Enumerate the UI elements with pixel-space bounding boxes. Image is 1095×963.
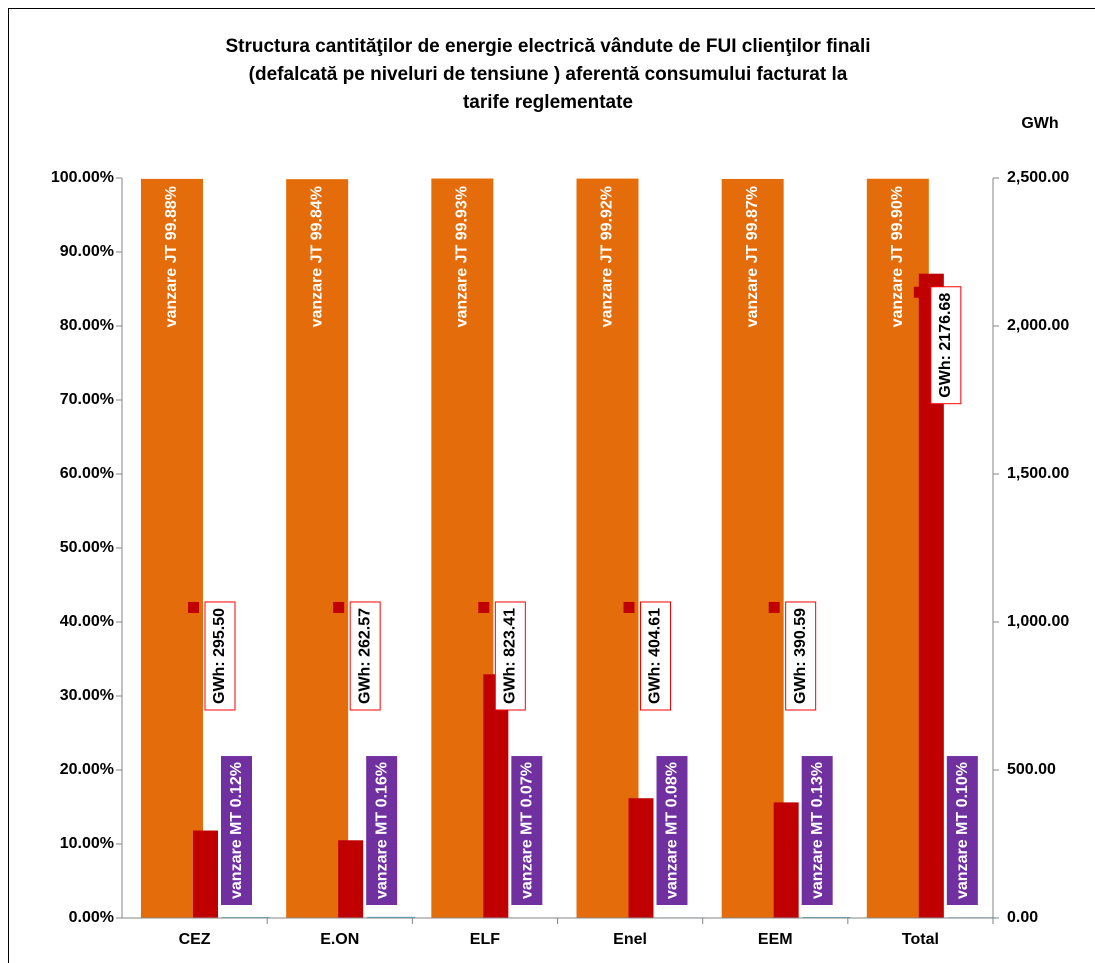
x-tick-label: CEZ <box>179 931 211 948</box>
bar <box>483 674 509 918</box>
bar <box>773 802 799 918</box>
y-tick-label: 40.00% <box>60 613 114 630</box>
data-label: vanzare MT 0.13% <box>809 762 826 899</box>
data-label: vanzare JT 99.88% <box>163 186 180 327</box>
data-label: vanzare MT 0.12% <box>228 762 245 899</box>
label-key <box>768 601 780 613</box>
y-tick-label: 80.00% <box>60 317 114 334</box>
y-tick-label: 60.00% <box>60 465 114 482</box>
data-label: vanzare MT 0.08% <box>664 762 681 899</box>
data-label-box <box>511 756 543 905</box>
x-tick-label: Enel <box>613 931 647 948</box>
data-label-box <box>801 756 833 905</box>
bar <box>367 916 416 918</box>
data-label: vanzare JT 99.87% <box>744 186 761 327</box>
data-label-box <box>366 756 398 905</box>
data-label-box <box>640 601 671 711</box>
data-label-box <box>221 756 252 905</box>
label-key <box>478 601 490 613</box>
data-label: GWh: 262.57 <box>356 608 373 704</box>
x-tick-label: Total <box>902 931 939 948</box>
y2-tick-label: 0.00 <box>1007 909 1038 926</box>
data-label-box <box>204 601 236 711</box>
data-label: GWh: 404.61 <box>647 608 664 704</box>
chart-title: Structura cantităţilor de energie electr… <box>225 36 870 113</box>
data-label: GWh: 823.41 <box>502 608 519 704</box>
data-label-box <box>946 756 978 905</box>
y2-tick-label: 1,500.00 <box>1007 465 1069 482</box>
y2-tick-label: 500.00 <box>1007 761 1056 778</box>
data-label-box <box>656 756 688 905</box>
y-tick-label: 0.00% <box>69 909 114 926</box>
data-label-box <box>785 601 817 711</box>
data-label: GWh: 295.50 <box>211 608 228 704</box>
bar <box>141 178 203 918</box>
title-line: (defalcată pe niveluri de tensiune ) afe… <box>249 64 848 85</box>
x-tick-label: ELF <box>470 931 500 948</box>
data-label-box <box>494 601 526 711</box>
label-key <box>188 601 199 613</box>
data-label: vanzare MT 0.16% <box>373 762 390 899</box>
bar <box>431 178 494 918</box>
y-tick-label: 30.00% <box>60 687 114 704</box>
bar <box>866 178 929 919</box>
x-tick-label: EEM <box>758 931 793 948</box>
y-tick-label: 100.00% <box>51 169 114 186</box>
x-tick-label: E.ON <box>320 931 359 948</box>
data-label: vanzare MT 0.10% <box>954 762 971 899</box>
chart-border <box>8 8 1095 963</box>
y2-tick-label: 2,500.00 <box>1007 169 1069 186</box>
y2-tick-label: 1,000.00 <box>1007 613 1069 630</box>
bar <box>628 798 654 918</box>
bar <box>338 840 364 918</box>
label-key <box>913 286 925 298</box>
title-line: tarife reglementate <box>463 92 633 113</box>
y2-tick-label: 2,000.00 <box>1007 317 1069 334</box>
data-label: vanzare JT 99.90% <box>889 186 906 327</box>
data-label-box <box>349 601 381 711</box>
data-label: vanzare JT 99.92% <box>599 186 616 327</box>
y-tick-label: 90.00% <box>60 243 114 260</box>
title-line: Structura cantităţilor de energie electr… <box>225 36 870 57</box>
y-tick-label: 20.00% <box>60 761 114 778</box>
y-tick-label: 50.00% <box>60 539 114 556</box>
bar <box>576 178 639 919</box>
data-label: vanzare JT 99.84% <box>308 186 325 327</box>
y-tick-label: 10.00% <box>60 835 114 852</box>
label-key <box>333 601 345 613</box>
bar <box>721 178 784 918</box>
data-label: vanzare MT 0.07% <box>519 762 536 899</box>
data-label: vanzare JT 99.93% <box>454 186 471 327</box>
bar <box>193 830 218 918</box>
y2-axis-label: GWh <box>1021 115 1058 132</box>
data-label: GWh: 2176.68 <box>937 293 954 398</box>
bar <box>286 179 349 918</box>
y-tick-label: 70.00% <box>60 391 114 408</box>
data-label-box <box>930 286 962 405</box>
data-label: GWh: 390.59 <box>792 608 809 704</box>
label-key <box>623 601 635 613</box>
